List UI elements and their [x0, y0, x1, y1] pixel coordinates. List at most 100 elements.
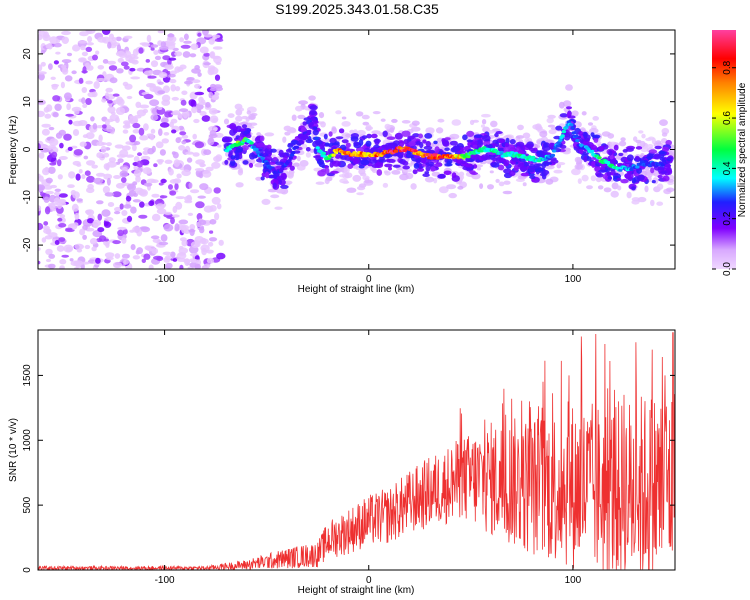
noise-blob	[150, 235, 160, 240]
noise-blob	[61, 67, 69, 75]
colorbar-tick-label: 0.6	[722, 111, 733, 125]
signal-body-blob	[241, 145, 249, 151]
signal-body-blob	[327, 148, 333, 154]
signal-core-blob	[570, 126, 575, 130]
noise-blob	[112, 261, 123, 269]
noise-blob	[58, 193, 68, 198]
noise-blob	[112, 191, 122, 198]
chart-title: S199.2025.343.01.58.C35	[275, 1, 439, 17]
noise-blob	[157, 30, 165, 34]
signal-body-blob	[519, 166, 528, 172]
signal-body-blob	[264, 147, 273, 155]
noise-blob	[194, 168, 205, 172]
noise-blob	[180, 44, 191, 49]
noise-blob	[85, 98, 92, 105]
noise-blob	[121, 177, 127, 183]
noise-blob	[209, 219, 217, 225]
noise-blob	[96, 152, 103, 159]
signal-body-blob	[484, 155, 492, 160]
noise-blob	[74, 212, 80, 220]
signal-body-blob	[312, 140, 319, 148]
noise-blob	[203, 62, 211, 66]
noise-blob	[216, 144, 222, 148]
noise-blob	[104, 252, 115, 258]
signal-body-blob	[418, 133, 423, 139]
noise-blob	[209, 51, 216, 59]
noise-blob	[57, 204, 62, 210]
signal-halo-blob	[517, 124, 524, 131]
noise-blob	[44, 235, 53, 240]
noise-blob	[167, 33, 175, 38]
signal-halo-blob	[438, 186, 449, 194]
signal-core-blob	[499, 150, 504, 155]
signal-body-blob	[635, 146, 643, 150]
signal-body-blob	[240, 128, 245, 132]
noise-blob	[85, 80, 93, 85]
signal-core-blob	[574, 134, 579, 138]
signal-body-blob	[631, 177, 637, 184]
noise-blob	[159, 45, 169, 51]
noise-blob	[192, 152, 200, 157]
signal-halo-blob	[362, 121, 370, 126]
noise-blob	[182, 51, 191, 58]
signal-body-blob	[392, 140, 400, 146]
noise-blob	[103, 152, 110, 158]
noise-blob	[115, 36, 122, 42]
signal-body-blob	[648, 149, 658, 154]
signal-body-blob	[379, 155, 385, 162]
noise-blob	[126, 95, 133, 100]
signal-body-blob	[609, 159, 617, 165]
noise-blob	[191, 79, 201, 84]
noise-blob	[104, 192, 115, 197]
signal-halo-blob	[287, 172, 294, 179]
noise-blob	[138, 214, 148, 219]
noise-blob	[73, 260, 84, 267]
noise-blob	[199, 46, 209, 54]
signal-core-blob	[575, 139, 580, 143]
noise-blob	[183, 40, 192, 44]
noise-blob	[194, 263, 201, 269]
signal-halo-blob	[315, 181, 325, 185]
noise-blob	[82, 134, 89, 139]
noise-blob	[203, 205, 214, 213]
noise-blob	[116, 44, 121, 52]
colorbar-ticks: 0.0 0.2 0.4 0.6 0.8	[712, 60, 736, 276]
noise-blob	[206, 249, 214, 254]
noise-blob	[81, 51, 88, 57]
noise-blob	[154, 55, 162, 61]
noise-blob	[43, 196, 50, 203]
signal-halo-blob	[589, 127, 599, 134]
signal-halo-blob	[405, 172, 414, 180]
signal-body-blob	[413, 162, 420, 169]
x-tick-label: 0	[366, 274, 372, 285]
signal-body-blob	[662, 146, 669, 153]
signal-body-blob	[517, 161, 525, 168]
noise-blob	[178, 145, 186, 151]
y-tick-label: -20	[22, 237, 33, 252]
signal-body-blob	[265, 171, 270, 179]
noise-blob	[109, 33, 114, 40]
noise-blob	[186, 77, 195, 81]
noise-blob	[160, 41, 167, 48]
noise-blob	[197, 32, 202, 37]
noise-blob	[139, 189, 149, 197]
signal-body-blob	[430, 166, 436, 172]
noise-blob	[105, 256, 114, 261]
noise-blob	[214, 212, 220, 221]
signal-halo-blob	[248, 113, 256, 121]
signal-body-blob	[607, 176, 613, 180]
y-tick-label: -10	[22, 190, 33, 205]
noise-blob	[71, 70, 77, 75]
signal-core-blob	[551, 149, 557, 153]
noise-blob	[184, 200, 193, 204]
noise-blob	[44, 166, 49, 173]
noise-blob	[103, 173, 113, 180]
signal-halo-blob	[298, 100, 309, 105]
signal-body-blob	[461, 160, 467, 164]
noise-blob	[108, 65, 118, 71]
signal-core-blob	[571, 131, 576, 135]
signal-body-blob	[270, 148, 277, 153]
noise-blob	[211, 94, 220, 101]
noise-blob	[52, 95, 61, 102]
signal-body-blob	[421, 158, 427, 164]
